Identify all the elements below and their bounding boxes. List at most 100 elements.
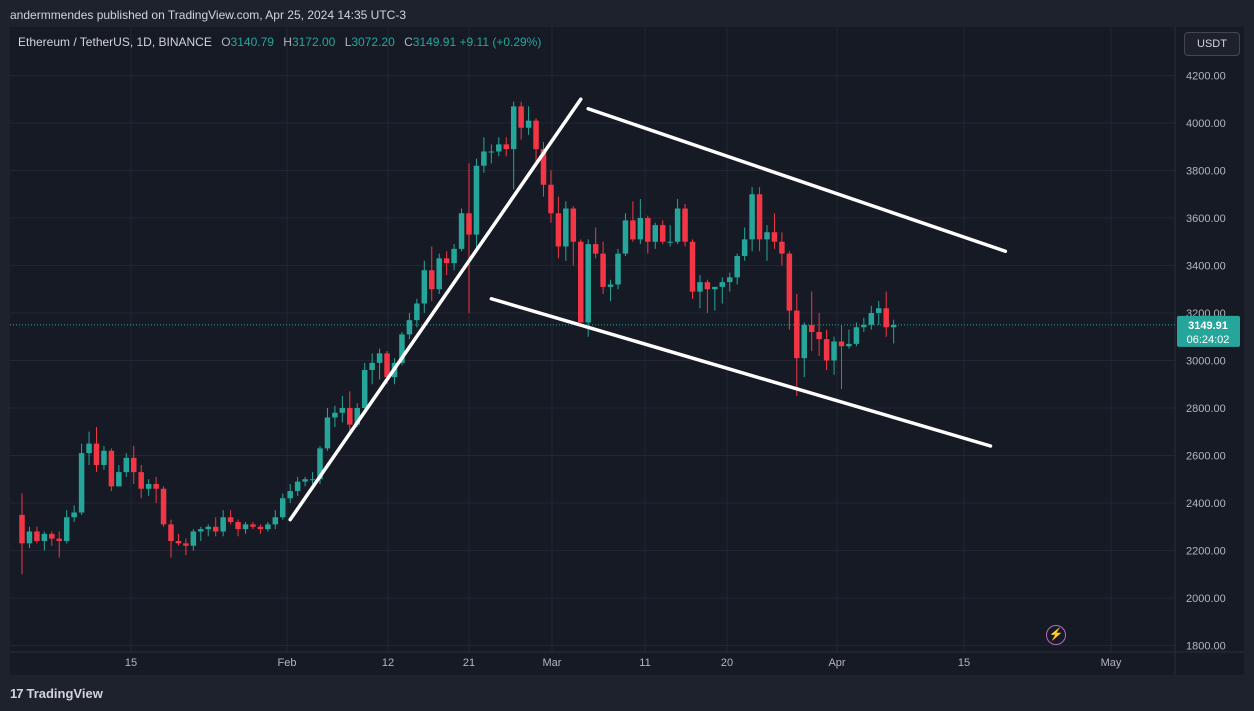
candle-body[interactable]	[138, 472, 144, 489]
candle-body[interactable]	[622, 220, 629, 254]
candle-body[interactable]	[488, 151, 495, 153]
candle-body[interactable]	[302, 479, 308, 482]
candle-body[interactable]	[749, 194, 755, 240]
candle-body[interactable]	[116, 472, 122, 487]
candle-body[interactable]	[868, 313, 875, 325]
candle-body[interactable]	[816, 332, 822, 340]
candle-body[interactable]	[406, 320, 413, 335]
candle-body[interactable]	[838, 341, 845, 347]
candle-body[interactable]	[540, 149, 547, 185]
candle-body[interactable]	[689, 241, 696, 292]
candle-body[interactable]	[861, 324, 867, 328]
candle-body[interactable]	[846, 343, 852, 347]
candle-body[interactable]	[667, 241, 673, 243]
candle-body[interactable]	[727, 277, 733, 283]
candle-body[interactable]	[354, 408, 361, 425]
candle-body[interactable]	[235, 522, 241, 530]
candle-body[interactable]	[160, 488, 167, 525]
candle-body[interactable]	[26, 531, 33, 544]
candle-body[interactable]	[525, 120, 532, 128]
candle-body[interactable]	[421, 270, 428, 304]
candle-body[interactable]	[376, 353, 383, 363]
candle-body[interactable]	[570, 208, 577, 242]
candle-body[interactable]	[49, 533, 55, 539]
candle-body[interactable]	[168, 524, 174, 541]
candle-body[interactable]	[242, 524, 249, 530]
candle-body[interactable]	[347, 408, 353, 425]
candle-body[interactable]	[533, 120, 539, 150]
candle-body[interactable]	[198, 529, 204, 532]
candle-body[interactable]	[190, 531, 197, 546]
candle-body[interactable]	[78, 453, 85, 513]
candle-body[interactable]	[578, 241, 584, 323]
candle-body[interactable]	[220, 517, 226, 532]
candle-body[interactable]	[227, 517, 234, 522]
candle-body[interactable]	[555, 213, 562, 247]
candle-body[interactable]	[429, 270, 435, 290]
candle-body[interactable]	[131, 457, 137, 473]
candle-body[interactable]	[853, 327, 860, 344]
candle-body[interactable]	[71, 512, 77, 518]
candle-body[interactable]	[741, 239, 748, 256]
candle-body[interactable]	[175, 541, 182, 544]
candle-body[interactable]	[272, 517, 279, 525]
candle-body[interactable]	[794, 310, 800, 359]
candle-body[interactable]	[890, 324, 897, 328]
candle-body[interactable]	[41, 533, 48, 541]
candle-body[interactable]	[153, 484, 159, 489]
candle-body[interactable]	[600, 253, 606, 287]
candle-body[interactable]	[123, 457, 130, 473]
candle-body[interactable]	[145, 484, 152, 489]
candle-body[interactable]	[548, 184, 554, 214]
candle-body[interactable]	[458, 213, 465, 249]
candle-body[interactable]	[250, 524, 256, 527]
trendline[interactable]	[586, 107, 1008, 253]
candle-body[interactable]	[823, 339, 830, 361]
candle-body[interactable]	[369, 362, 375, 370]
tradingview-brand[interactable]: 17 TradingView	[10, 686, 103, 701]
candle-body[interactable]	[205, 526, 212, 530]
candle-body[interactable]	[19, 514, 25, 544]
candle-body[interactable]	[93, 443, 100, 465]
trendline[interactable]	[288, 97, 583, 522]
candle-body[interactable]	[637, 218, 644, 240]
candle-body[interactable]	[719, 282, 726, 287]
candle-body[interactable]	[101, 450, 107, 465]
candle-body[interactable]	[585, 244, 591, 323]
candle-body[interactable]	[317, 448, 323, 480]
candle-body[interactable]	[615, 253, 621, 285]
candle-body[interactable]	[682, 208, 688, 242]
candle-body[interactable]	[257, 526, 264, 530]
chart-panel[interactable]	[10, 27, 1244, 675]
candle-body[interactable]	[771, 232, 778, 242]
candle-body[interactable]	[34, 531, 40, 542]
candle-body[interactable]	[876, 308, 882, 313]
candle-body[interactable]	[704, 282, 711, 290]
candle-body[interactable]	[518, 106, 524, 128]
candle-body[interactable]	[280, 498, 286, 518]
candle-body[interactable]	[808, 324, 815, 332]
candle-body[interactable]	[436, 258, 442, 290]
candle-body[interactable]	[674, 208, 681, 242]
candle-body[interactable]	[503, 144, 510, 150]
candle-body[interactable]	[339, 408, 346, 413]
candle-body[interactable]	[712, 286, 718, 290]
candle-body[interactable]	[607, 284, 614, 287]
lightning-icon[interactable]: ⚡	[1046, 625, 1066, 645]
candle-body[interactable]	[645, 218, 651, 242]
candle-body[interactable]	[563, 208, 569, 247]
candle-body[interactable]	[361, 370, 368, 408]
candle-body[interactable]	[384, 353, 390, 378]
candle-body[interactable]	[287, 491, 293, 499]
candle-body[interactable]	[294, 481, 301, 492]
candle-body[interactable]	[399, 334, 405, 363]
candle-body[interactable]	[801, 324, 808, 359]
candle-body[interactable]	[63, 517, 70, 541]
candle-body[interactable]	[779, 241, 785, 254]
candle-body[interactable]	[756, 194, 763, 240]
candle-body[interactable]	[592, 244, 599, 254]
symbol-title[interactable]: Ethereum / TetherUS, 1D, BINANCE	[18, 35, 212, 49]
candle-body[interactable]	[697, 282, 703, 292]
candle-body[interactable]	[443, 258, 450, 264]
candle-body[interactable]	[659, 225, 666, 242]
